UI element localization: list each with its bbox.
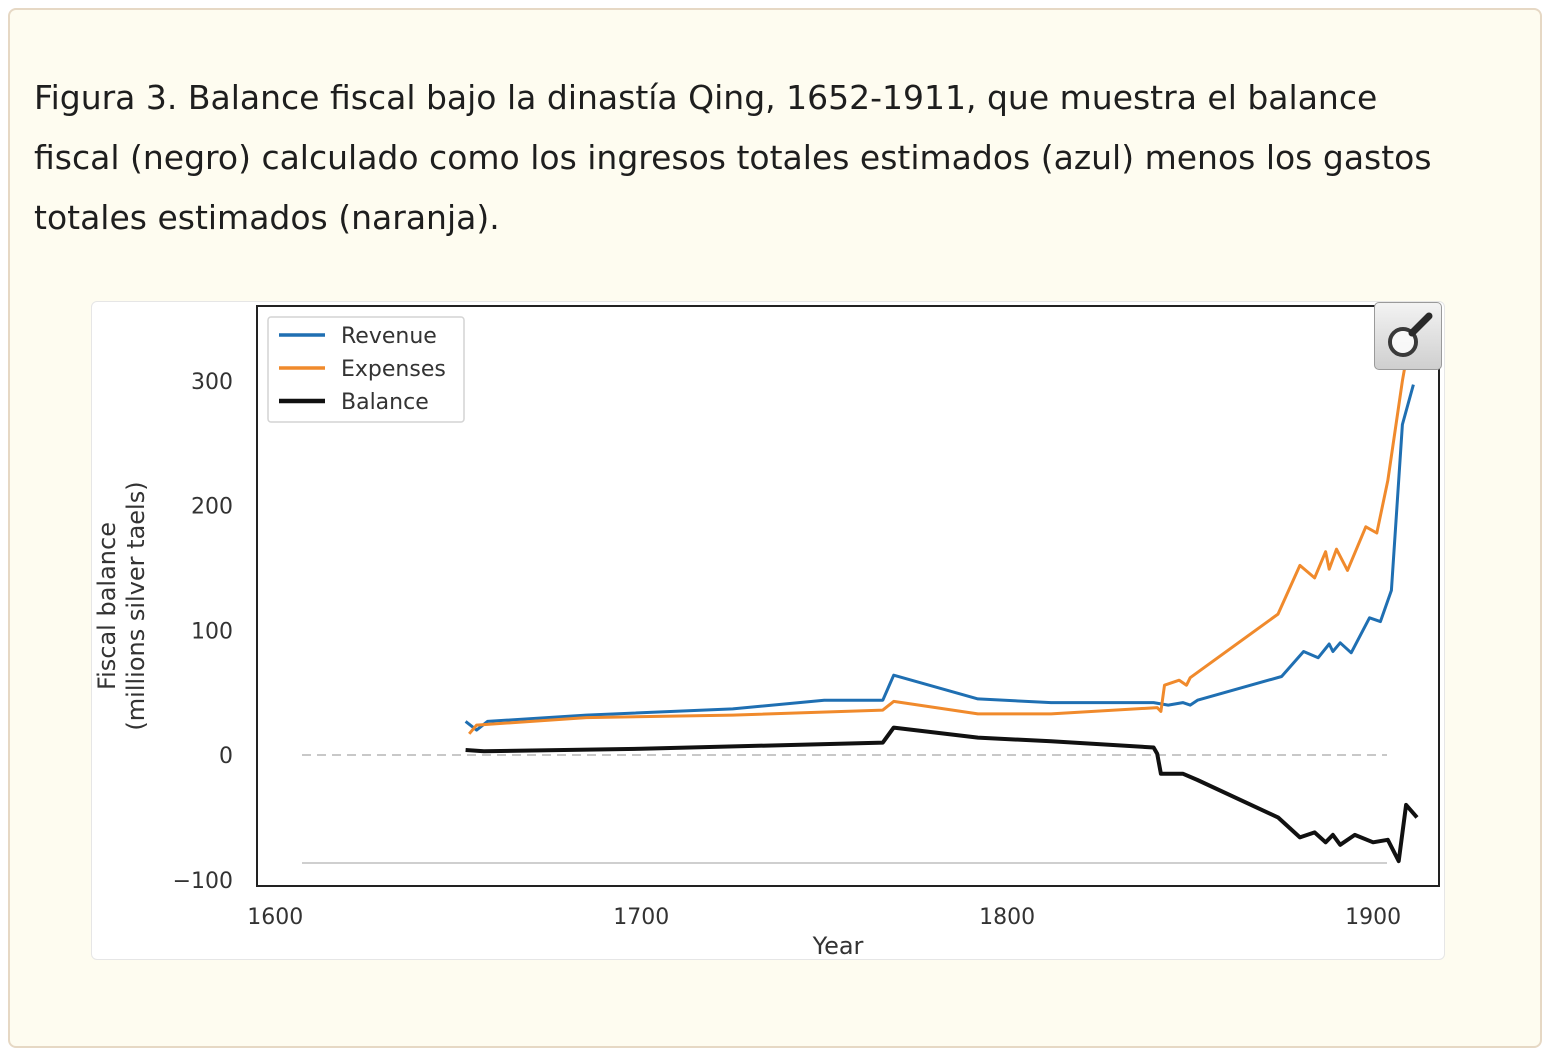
series-line-balance bbox=[465, 725, 1419, 864]
y-tick-label: 0 bbox=[219, 744, 233, 769]
y-tick-label: −100 bbox=[173, 869, 233, 894]
y-tick-label: 100 bbox=[191, 619, 233, 644]
y-axis-label-line2: (millions silver taels) bbox=[122, 481, 150, 730]
legend-label-balance: Balance bbox=[341, 390, 429, 415]
chart-legend: Revenue Expenses Balance bbox=[267, 316, 465, 423]
legend-label-expenses: Expenses bbox=[341, 357, 446, 382]
legend-label-revenue: Revenue bbox=[341, 324, 437, 349]
y-axis-label-line1: Fiscal balance bbox=[93, 522, 121, 690]
y-axis-label: Fiscal balance (millions silver taels) bbox=[93, 481, 150, 730]
magnifier-icon bbox=[1388, 312, 1433, 357]
zoom-button[interactable] bbox=[1374, 302, 1442, 370]
legend-box bbox=[267, 316, 465, 423]
x-axis-label: Year bbox=[812, 932, 864, 959]
x-tick-label: 1800 bbox=[979, 905, 1035, 930]
series-line-revenue bbox=[464, 384, 1415, 732]
series-line-expenses bbox=[468, 318, 1415, 735]
figure-caption: Figura 3. Balance fiscal bajo la dinastí… bbox=[34, 78, 1432, 237]
x-tick-label: 1700 bbox=[613, 905, 669, 930]
y-tick-label: 300 bbox=[191, 370, 233, 395]
x-tick-label: 1900 bbox=[1345, 905, 1401, 930]
chart-figure: 1600 1700 1800 1900 −100 0 100 200 300 Year Fiscal… bbox=[91, 301, 1445, 960]
fiscal-balance-chart: 1600 1700 1800 1900 −100 0 100 200 300 Year Fiscal… bbox=[93, 305, 1440, 959]
y-tick-label: 200 bbox=[191, 495, 233, 520]
x-tick-label: 1600 bbox=[247, 905, 303, 930]
